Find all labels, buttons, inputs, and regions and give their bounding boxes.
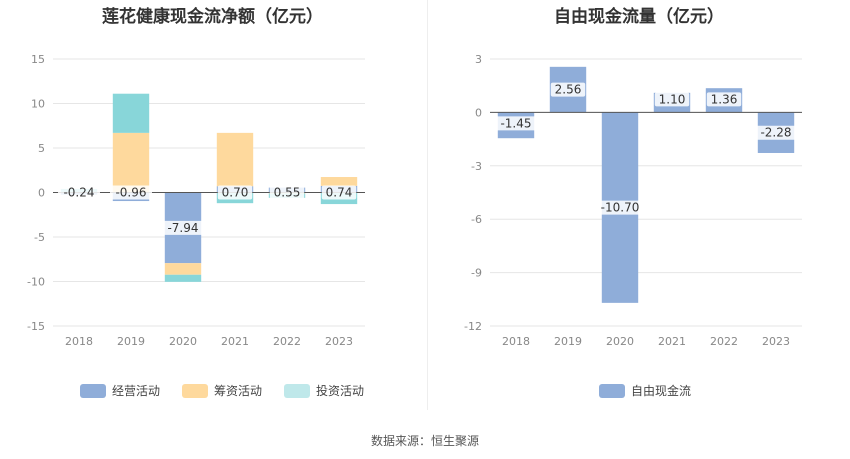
left-data-label-bg bbox=[58, 185, 100, 200]
right-data-label-2023: -2.28 bbox=[760, 126, 791, 140]
left-y-tick-label: 15 bbox=[31, 53, 45, 66]
legend-item-financing[interactable]: 筹资活动 bbox=[182, 382, 262, 399]
right-legend: 自由现金流 bbox=[599, 382, 691, 399]
left-x-tick-label: 2023 bbox=[325, 335, 353, 348]
legend-item-operating[interactable]: 经营活动 bbox=[80, 382, 160, 399]
legend-item-investing[interactable]: 投资活动 bbox=[284, 382, 364, 399]
left-x-tick-label: 2018 bbox=[65, 335, 93, 348]
chart-divider bbox=[427, 0, 428, 410]
left-data-label-bg bbox=[162, 220, 204, 235]
left-bar-2019-series-2 bbox=[112, 93, 150, 133]
left-data-label-bg bbox=[110, 185, 152, 200]
right-data-label-2019: 2.56 bbox=[555, 83, 582, 97]
left-data-label-2020: -7.94 bbox=[167, 221, 198, 235]
right-x-tick-label: 2023 bbox=[762, 335, 790, 348]
right-x-tick-label: 2022 bbox=[710, 335, 738, 348]
left-bar-2020-series-1 bbox=[164, 263, 202, 275]
left-y-tick-label: -5 bbox=[34, 231, 45, 244]
left-data-label-bg bbox=[321, 185, 357, 200]
right-data-label-2021: 1.10 bbox=[659, 92, 686, 106]
left-bar-2023-series-1 bbox=[320, 177, 358, 186]
right-x-tick-label: 2019 bbox=[554, 335, 582, 348]
legend-label-financing: 筹资活动 bbox=[214, 384, 263, 398]
left-bar-2020-series-2 bbox=[164, 274, 202, 282]
left-x-tick-label: 2019 bbox=[117, 335, 145, 348]
right-x-tick-label: 2021 bbox=[658, 335, 686, 348]
right-chart-title: 自由现金流量（亿元） bbox=[554, 7, 724, 27]
legend-label-investing: 投资活动 bbox=[316, 384, 365, 398]
legend-swatch-financing bbox=[182, 383, 209, 398]
right-x-tick-label: 2018 bbox=[502, 335, 530, 348]
left-x-tick-label: 2020 bbox=[169, 335, 197, 348]
right-data-label-bg bbox=[654, 92, 690, 107]
left-y-tick-label: 0 bbox=[38, 187, 45, 200]
left-data-label-bg bbox=[217, 185, 253, 200]
legend-label-operating: 经营活动 bbox=[112, 384, 161, 398]
left-legend: 经营活动 筹资活动 投资活动 bbox=[80, 382, 364, 399]
left-y-tick-label: 10 bbox=[31, 98, 45, 111]
right-y-tick-label: -12 bbox=[464, 320, 482, 333]
right-data-label-bg bbox=[595, 200, 645, 215]
legend-swatch-free-cash-flow bbox=[599, 383, 625, 398]
right-y-tick-label: -6 bbox=[471, 213, 482, 226]
right-data-label-bg bbox=[706, 92, 742, 107]
left-y-tick-label: -15 bbox=[27, 320, 45, 333]
right-x-tick-label: 2020 bbox=[606, 335, 634, 348]
legend-label-free-cash-flow: 自由现金流 bbox=[631, 384, 692, 398]
right-data-label-bg bbox=[550, 82, 586, 97]
right-data-label-bg bbox=[495, 116, 537, 131]
legend-swatch-investing bbox=[284, 383, 311, 398]
left-x-tick-label: 2022 bbox=[273, 335, 301, 348]
left-data-label-2019: -0.96 bbox=[115, 186, 146, 200]
right-y-tick-label: 0 bbox=[475, 106, 482, 119]
data-source-note: 数据来源：恒生聚源 bbox=[370, 434, 479, 448]
left-bar-2019-series-1 bbox=[112, 132, 150, 193]
left-bar-2021-series-1 bbox=[216, 132, 254, 187]
left-data-label-bg bbox=[269, 185, 305, 200]
right-data-label-bg bbox=[755, 125, 797, 140]
left-y-tick-label: -10 bbox=[27, 276, 45, 289]
right-data-label-2018: -1.45 bbox=[500, 116, 531, 130]
right-y-tick-label: 3 bbox=[475, 53, 482, 66]
left-x-tick-label: 2021 bbox=[221, 335, 249, 348]
right-data-label-2022: 1.36 bbox=[711, 92, 738, 106]
left-data-label-2022: 0.55 bbox=[274, 186, 301, 200]
legend-item-free-cash-flow[interactable]: 自由现金流 bbox=[599, 382, 691, 399]
left-y-tick-label: 5 bbox=[38, 142, 45, 155]
left-data-label-2021: 0.70 bbox=[222, 186, 249, 200]
legend-swatch-operating bbox=[80, 383, 106, 398]
left-data-label-2023: 0.74 bbox=[326, 186, 353, 200]
right-y-tick-label: -9 bbox=[471, 267, 482, 280]
left-chart-title: 莲花健康现金流净额（亿元） bbox=[102, 7, 323, 27]
right-data-label-2020: -10.70 bbox=[601, 201, 640, 215]
left-data-label-2018: -0.24 bbox=[63, 186, 94, 200]
right-y-tick-label: -3 bbox=[471, 160, 482, 173]
